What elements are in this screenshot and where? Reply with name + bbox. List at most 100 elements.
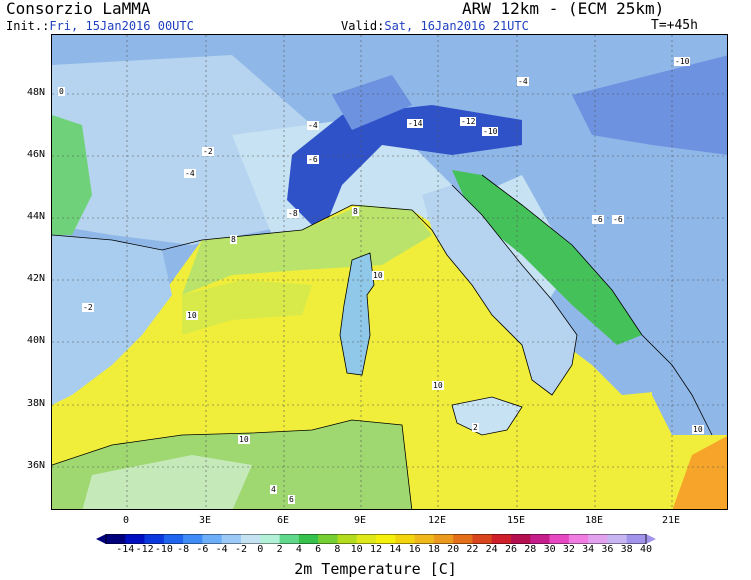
value-label: -8 (287, 209, 299, 218)
value-label: -2 (82, 303, 94, 312)
colorbar-cell (433, 534, 454, 544)
colorbar-cell (395, 534, 415, 544)
africa-land-cool (82, 455, 252, 509)
hot-area (672, 436, 727, 509)
greece-land (652, 315, 727, 435)
colorbar-tick-label: 14 (389, 544, 402, 555)
colorbar-cell (549, 534, 570, 544)
colorbar-tick-label: 22 (466, 544, 479, 555)
colorbar-cell (607, 534, 628, 544)
valid-value: Sat, 16Jan2016 21UTC (384, 19, 529, 33)
colorbar-cells (106, 534, 647, 544)
colorbar-cell (202, 534, 223, 544)
land-cold-patch (572, 55, 727, 155)
lat-label: 38N (27, 398, 46, 409)
colorbar-tick-label: -14 (116, 544, 135, 555)
colorbar-tick-label: -2 (234, 544, 248, 555)
colorbar-tick-label: 10 (350, 544, 363, 555)
colorbar-cell (221, 534, 242, 544)
init-value: Fri, 15Jan2016 00UTC (49, 19, 194, 33)
colorbar-cell (414, 534, 435, 544)
colorbar-tick-label: -10 (154, 544, 173, 555)
value-label: 8 (230, 235, 237, 244)
colorbar-cell (241, 534, 261, 544)
colorbar-tick-label: -4 (215, 544, 228, 555)
coastlines (52, 174, 713, 509)
value-label: 10 (238, 435, 250, 444)
land-cold-patch (332, 75, 412, 130)
lon-label: 15E (506, 515, 526, 526)
colorbar-cell (356, 534, 377, 544)
colorbar-cell (491, 534, 512, 544)
colorbar-tick-label: 26 (504, 544, 518, 555)
value-label: 8 (352, 207, 359, 216)
lon-label: 6E (276, 515, 290, 526)
value-label: 6 (288, 495, 295, 504)
sea-warm (52, 205, 727, 509)
lon-label: 0 (122, 515, 130, 526)
colorbar-cell (163, 534, 184, 544)
value-label: 10 (692, 425, 704, 434)
colorbar-cell (568, 534, 589, 544)
lat-label: 36N (27, 460, 46, 471)
colorbar-tick-label: 28 (524, 544, 537, 555)
valid-time: Valid:Sat, 16Jan2016 21UTC (341, 19, 529, 33)
value-label: 10 (432, 381, 444, 390)
sicily (452, 397, 522, 435)
colorbar-caption: 2m Temperature [C] (294, 560, 457, 578)
lon-label: 21E (661, 515, 681, 526)
colorbar-cell (279, 534, 300, 544)
value-label: -2 (202, 147, 214, 156)
colorbar-cell (298, 534, 319, 544)
colorbar-cell (260, 534, 280, 544)
colorbar-cell (144, 534, 165, 544)
init-time: Init.:Fri, 15Jan2016 00UTC (6, 19, 194, 33)
value-label: -10 (482, 127, 499, 136)
value-label: 10 (186, 311, 198, 320)
colorbar-cell (588, 534, 608, 544)
colorbar (96, 534, 656, 544)
value-label: -4 (517, 77, 529, 86)
value-label: -6 (592, 215, 604, 224)
colorbar-tick-label: 36 (601, 544, 614, 555)
colorbar-tick-label: 38 (620, 544, 633, 555)
value-label: 2 (472, 423, 479, 432)
adriatic-sea (452, 170, 642, 345)
colorbar-arrow-right (646, 534, 656, 544)
colorbar-tick-label: 12 (369, 544, 383, 555)
value-label: 10 (372, 271, 384, 280)
lat-label: 44N (27, 211, 46, 222)
lat-label: 42N (27, 273, 46, 284)
value-label: -6 (612, 215, 624, 224)
value-label: -6 (307, 155, 319, 164)
value-label: -12 (460, 117, 477, 126)
lon-label: 9E (353, 515, 367, 526)
colorbar-tick-label: 2 (276, 544, 283, 555)
colorbar-tick-label: -8 (177, 544, 190, 555)
value-label: -14 (407, 119, 424, 128)
colorbar-cell (183, 534, 203, 544)
colorbar-cell (472, 534, 493, 544)
colorbar-tick-label: 16 (408, 544, 421, 555)
colorbar-cell (337, 534, 358, 544)
value-label: 0 (58, 87, 65, 96)
colorbar-cell (376, 534, 396, 544)
lat-label: 40N (27, 335, 46, 346)
colorbar-cell (511, 534, 531, 544)
init-label: Init.: (6, 19, 50, 33)
colorbar-tick-label: 0 (257, 544, 264, 555)
colorbar-cell (453, 534, 473, 544)
colorbar-cell (626, 534, 647, 544)
model-title: ARW 12km - (ECM 25km) (462, 0, 665, 18)
colorbar-tick-label: -12 (135, 544, 154, 555)
colorbar-cell (125, 534, 145, 544)
colorbar-tick-label: 24 (485, 544, 498, 555)
value-label: -4 (307, 121, 319, 130)
alps-very-cold (287, 105, 522, 235)
colorbar-tick-label: 4 (295, 544, 302, 555)
colorbar-frame (105, 534, 647, 544)
colorbar-arrow-left (96, 534, 106, 544)
colorbar-tick-label: 40 (639, 544, 653, 555)
lat-label: 46N (27, 149, 46, 160)
temperature-map: 0 -2 -4 -4 -14 -12 -10 -6 -8 -10 -4 -6 1… (51, 34, 728, 510)
